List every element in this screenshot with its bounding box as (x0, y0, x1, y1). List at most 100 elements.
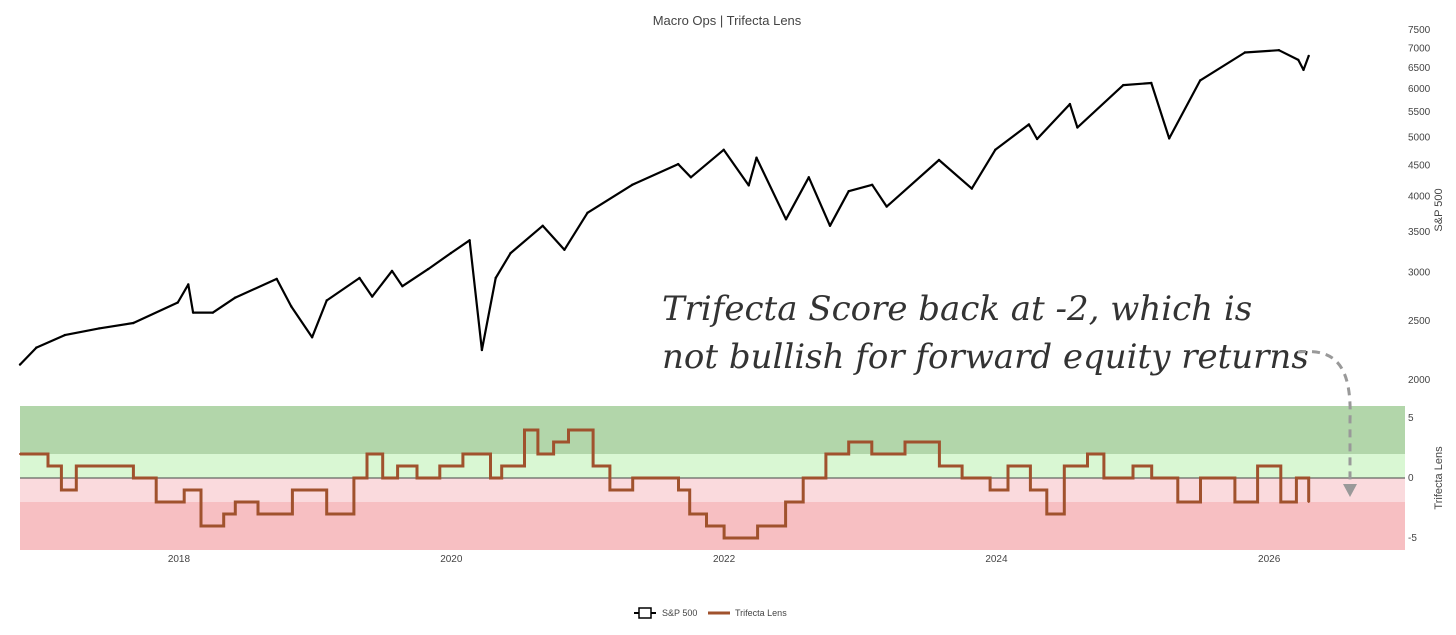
legend: S&P 500 Trifecta Lens (634, 607, 787, 619)
trifecta-point (938, 465, 941, 467)
sp500-point (290, 305, 293, 308)
sp500-tick-label: 4500 (1408, 160, 1431, 171)
sp500-point (63, 333, 66, 337)
legend-item-trifecta[interactable]: Trifecta Lens (708, 608, 787, 618)
sp500-point (755, 156, 758, 159)
trifecta-point (500, 465, 503, 467)
sp500-tick-label: 2500 (1408, 316, 1431, 327)
trifecta-band (20, 478, 1405, 502)
annotation-arrow (1297, 349, 1352, 490)
trifecta-point (381, 477, 384, 479)
trifecta-point (1307, 501, 1310, 503)
sp500-point (847, 190, 850, 193)
sp500-point (631, 183, 634, 186)
trifecta-point (608, 489, 611, 491)
trifecta-point (155, 501, 158, 503)
trifecta-tick-label: 5 (1408, 413, 1414, 424)
trifecta-point (1150, 477, 1153, 479)
sp500-point (541, 224, 544, 227)
trifecta-point (847, 441, 850, 443)
trifecta-point (291, 489, 294, 491)
sp500-point (1068, 102, 1072, 106)
sp500-point (509, 251, 512, 255)
trifecta-point (366, 453, 368, 455)
sp500-point (371, 295, 374, 298)
sp500-point (132, 321, 135, 325)
trifecta-point (1233, 501, 1236, 503)
trifecta-point (723, 537, 726, 539)
trifecta-point (904, 441, 906, 443)
sp500-point (449, 251, 453, 255)
legend-item-sp500[interactable]: S&P 500 (634, 607, 697, 619)
sp500-point (747, 184, 750, 187)
trifecta-point (352, 477, 355, 479)
trifecta-point (47, 465, 49, 467)
sp500-point (97, 327, 101, 330)
sp500-point (970, 187, 973, 190)
trifecta-series-line (20, 428, 1311, 540)
sp500-point (468, 239, 471, 242)
sp500-point (689, 176, 693, 179)
sp500-point (35, 346, 38, 349)
sp500-point (722, 148, 725, 151)
sp500-point (1122, 83, 1125, 87)
sp500-point (176, 301, 179, 304)
sp500-tick-label: 7000 (1408, 43, 1431, 54)
sp500-point (994, 148, 997, 151)
trifecta-point (552, 441, 555, 443)
sp500-panel: 2000 2500 3000 3500 4000 4500 5000 5500 6000 6500… (18, 25, 1431, 386)
trifecta-point (824, 453, 827, 455)
trifecta-point (688, 513, 691, 515)
sp500-point (480, 348, 484, 352)
trifecta-point (1295, 477, 1298, 479)
trifecta-point (257, 513, 259, 515)
sp500-point (1035, 137, 1039, 141)
trifecta-point (1086, 453, 1089, 455)
trifecta-point (234, 501, 237, 503)
trifecta-point (631, 477, 634, 479)
x-axis-ticks: 2018 2020 2022 2024 2026 (168, 554, 1281, 565)
trifecta-point (989, 489, 992, 491)
sp500-point (401, 285, 404, 288)
trifecta-point (870, 453, 873, 455)
trifecta-point (461, 453, 464, 455)
x-tick-label: 2024 (985, 554, 1008, 565)
sp500-tick-label: 5500 (1408, 107, 1431, 118)
trifecta-point (1029, 489, 1032, 491)
trifecta-point (1102, 477, 1105, 479)
trifecta-point (961, 477, 964, 479)
sp500-point (358, 276, 361, 280)
sp500-point (234, 296, 237, 299)
sp500-point (275, 277, 278, 281)
trifecta-point (705, 525, 708, 527)
sp500-axis-title: S&P 500 (1433, 188, 1445, 231)
sp500-point (191, 311, 195, 314)
sp500-tick-label: 3500 (1408, 227, 1431, 238)
trifecta-point (592, 465, 595, 467)
annotation-line-1: Trifecta Score back at -2, which is (662, 289, 1252, 329)
trifecta-point (60, 489, 63, 491)
annotation: Trifecta Score back at -2, which is not … (662, 289, 1357, 497)
sp500-point (187, 283, 190, 286)
sp500-point (1302, 68, 1305, 72)
sp500-point (885, 205, 888, 208)
trifecta-point (416, 477, 418, 479)
trifecta-panel: -5 0 5 (19, 406, 1417, 550)
trifecta-point (536, 453, 539, 455)
sp500-point (390, 269, 394, 273)
trifecta-point (756, 525, 759, 527)
trifecta-point (1279, 501, 1282, 503)
trifecta-point (438, 465, 441, 467)
annotation-arrowhead (1343, 484, 1357, 497)
trifecta-point (222, 513, 225, 515)
trifecta-point (1045, 513, 1048, 515)
sp500-tick-label: 6000 (1408, 84, 1431, 95)
trifecta-band (20, 454, 1405, 478)
sp500-point (784, 218, 788, 221)
sp500-point (325, 299, 328, 302)
sp500-tick-label: 6500 (1408, 63, 1431, 74)
legend-sp500-marker (638, 607, 652, 619)
trifecta-point (1176, 501, 1179, 503)
